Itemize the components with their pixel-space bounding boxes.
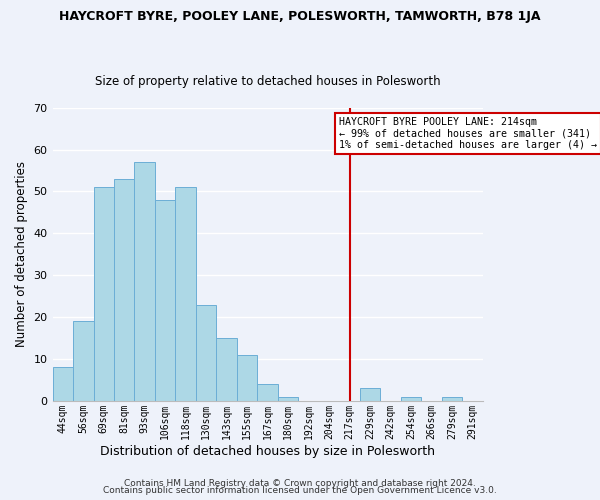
Text: Contains HM Land Registry data © Crown copyright and database right 2024.: Contains HM Land Registry data © Crown c…	[124, 478, 476, 488]
Bar	[278, 396, 298, 401]
X-axis label: Distribution of detached houses by size in Polesworth: Distribution of detached houses by size …	[100, 444, 435, 458]
Text: HAYCROFT BYRE, POOLEY LANE, POLESWORTH, TAMWORTH, B78 1JA: HAYCROFT BYRE, POOLEY LANE, POLESWORTH, …	[59, 10, 541, 23]
Bar	[73, 322, 94, 401]
Bar	[217, 338, 237, 401]
Bar	[360, 388, 380, 401]
Bar	[94, 188, 114, 401]
Bar	[134, 162, 155, 401]
Text: HAYCROFT BYRE POOLEY LANE: 214sqm
← 99% of detached houses are smaller (341)
1% : HAYCROFT BYRE POOLEY LANE: 214sqm ← 99% …	[338, 116, 596, 150]
Bar	[155, 200, 175, 401]
Bar	[401, 396, 421, 401]
Text: Contains public sector information licensed under the Open Government Licence v3: Contains public sector information licen…	[103, 486, 497, 495]
Bar	[53, 368, 73, 401]
Y-axis label: Number of detached properties: Number of detached properties	[15, 162, 28, 348]
Bar	[114, 179, 134, 401]
Title: Size of property relative to detached houses in Polesworth: Size of property relative to detached ho…	[95, 76, 440, 88]
Bar	[442, 396, 462, 401]
Bar	[237, 355, 257, 401]
Bar	[175, 188, 196, 401]
Bar	[196, 304, 217, 401]
Bar	[257, 384, 278, 401]
